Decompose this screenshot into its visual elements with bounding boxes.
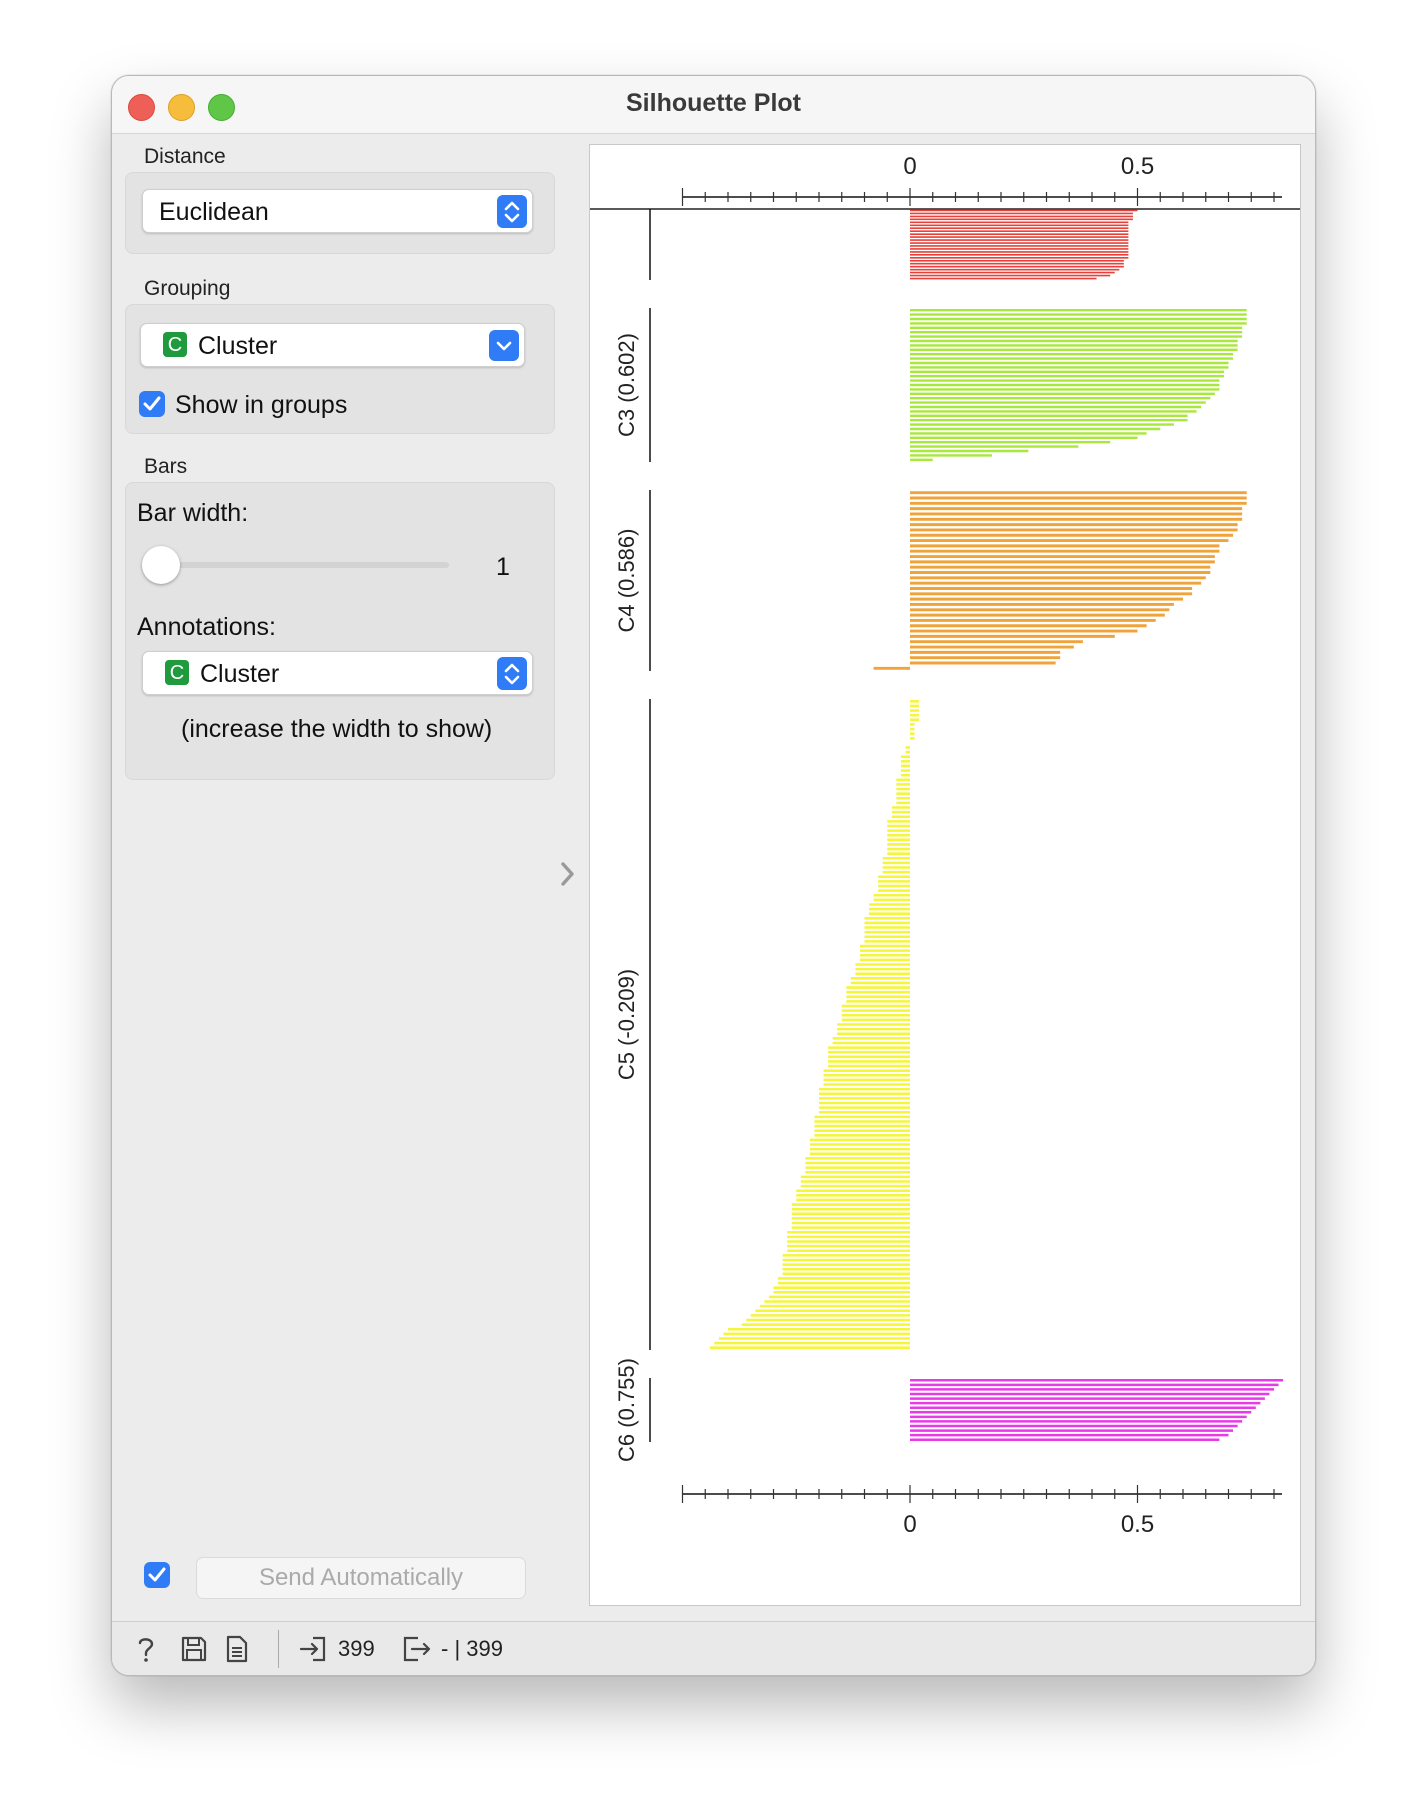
send-automatically-checkbox[interactable] xyxy=(144,1562,170,1588)
top-axis-tick-label: 0 xyxy=(903,153,916,180)
bottom-axis-tick-label: 0 xyxy=(903,1511,916,1538)
chevron-right-icon[interactable] xyxy=(558,859,578,889)
categorical-badge-icon: C xyxy=(163,332,187,357)
distance-box: Euclidean xyxy=(125,172,555,254)
output-count: - | 399 xyxy=(441,1636,503,1661)
output-icon xyxy=(402,1635,432,1668)
silhouette-plot-area: 0 0.5 C3 (0.602) C4 (0.586) C5 (-0.209) C6 (0… xyxy=(589,144,1301,1606)
distance-combo[interactable]: Euclidean xyxy=(142,189,533,233)
input-icon xyxy=(299,1635,327,1668)
zoom-window-button[interactable] xyxy=(208,94,235,121)
silhouette-plot-window: Silhouette Plot Distance Euclidean Group… xyxy=(111,75,1316,1676)
send-automatically-button[interactable]: Send Automatically xyxy=(196,1557,526,1599)
grouping-box: C Cluster Show in groups xyxy=(125,304,555,434)
close-window-button[interactable] xyxy=(128,94,155,121)
annotations-value: Cluster xyxy=(200,660,280,688)
silhouette-chart: 0 0.5 C3 (0.602) C4 (0.586) C5 (-0.209) C6 (0… xyxy=(590,153,1300,1538)
distance-value: Euclidean xyxy=(159,198,269,226)
show-in-groups-label: Show in groups xyxy=(175,391,348,419)
updown-arrows-icon xyxy=(497,657,527,690)
bars-box: Bar width: 1 Annotations: C Cluster (inc… xyxy=(125,482,555,780)
bar-width-slider-handle[interactable] xyxy=(142,546,180,584)
checkmark-icon xyxy=(143,396,161,411)
annotations-label: Annotations: xyxy=(137,613,276,641)
grouping-label: Grouping xyxy=(144,277,231,300)
status-bar: 399 - | 399 xyxy=(112,1621,1315,1675)
grouping-combo[interactable]: C Cluster xyxy=(140,323,525,367)
bar-width-slider-track[interactable] xyxy=(149,562,449,568)
bottom-axis-tick-label: 0.5 xyxy=(1121,1511,1154,1538)
status-divider xyxy=(278,1630,279,1668)
annotations-hint: (increase the width to show) xyxy=(181,715,493,743)
cluster-label: C4 (0.586) xyxy=(614,529,639,633)
cluster-label: C5 (-0.209) xyxy=(614,969,639,1080)
distance-label: Distance xyxy=(144,145,226,168)
input-count: 399 xyxy=(338,1636,375,1661)
bars-label: Bars xyxy=(144,455,188,478)
grouping-value: Cluster xyxy=(198,332,278,360)
report-icon[interactable] xyxy=(224,1635,250,1668)
cluster-label: C3 (0.602) xyxy=(614,333,639,437)
show-in-groups-checkbox[interactable] xyxy=(139,391,165,417)
categorical-badge-icon: C xyxy=(165,660,189,685)
updown-arrows-icon xyxy=(497,195,527,228)
save-icon[interactable] xyxy=(180,1635,208,1668)
bar-width-label: Bar width: xyxy=(137,499,249,527)
annotations-combo[interactable]: C Cluster xyxy=(142,651,533,695)
help-icon[interactable] xyxy=(134,1634,158,1669)
cluster-label: C6 (0.755) xyxy=(614,1358,639,1462)
bar-width-value: 1 xyxy=(496,553,510,581)
minimize-window-button[interactable] xyxy=(168,94,195,121)
chevron-down-icon xyxy=(489,330,519,361)
checkmark-icon xyxy=(148,1567,166,1582)
title-bar: Silhouette Plot xyxy=(112,76,1315,134)
top-axis-tick-label: 0.5 xyxy=(1121,153,1154,180)
window-title: Silhouette Plot xyxy=(626,89,801,117)
